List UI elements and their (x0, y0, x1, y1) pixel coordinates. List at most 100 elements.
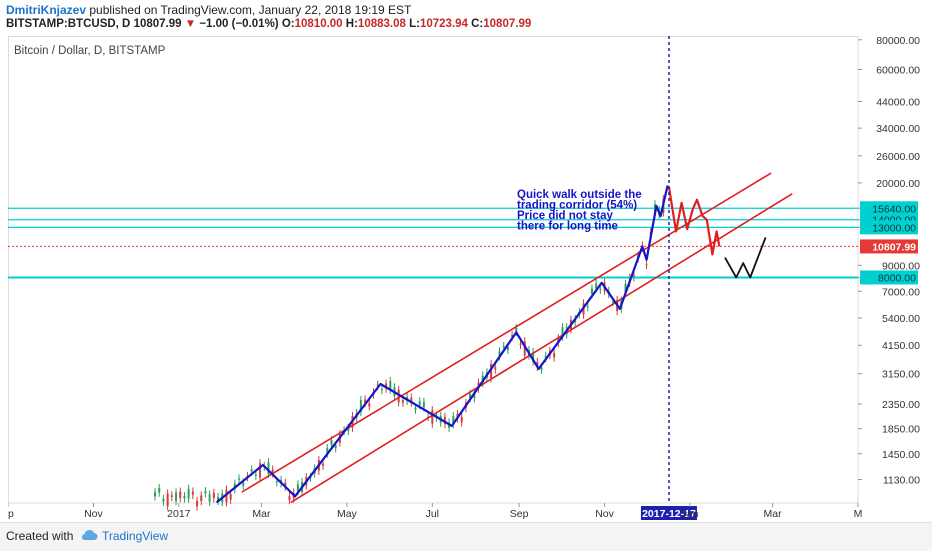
candle-body (422, 402, 425, 408)
candle-body (544, 355, 547, 358)
candle-body (540, 367, 543, 370)
candle-body (204, 491, 207, 494)
candle-body (170, 495, 173, 497)
grid: Bitcoin / Dollar, D, BITSTAMP (8, 36, 859, 504)
y-tick-label: 60000.00 (876, 64, 920, 76)
chart-area[interactable]: Bitcoin / Dollar, D, BITSTAMP 15640.00 14… (2, 35, 924, 521)
candle-body (490, 364, 493, 379)
candle-body (217, 496, 220, 501)
y-tick-label: 80000.00 (876, 36, 920, 47)
candle-body (532, 351, 535, 362)
last-price-label: 10807.99 (872, 241, 916, 253)
y-tick-label: 3150.00 (882, 369, 920, 381)
open-label: O: (281, 18, 295, 30)
y-tick-label: 34000.00 (876, 123, 920, 135)
candle-body (334, 445, 337, 449)
candle-body (553, 353, 556, 358)
candle-body (536, 361, 539, 367)
last-price: 10807.99 (133, 18, 182, 30)
channel-lower-line (290, 193, 793, 504)
x-tick-label: M (854, 508, 863, 520)
low-label: L: (409, 18, 420, 30)
candle-body (271, 469, 274, 474)
header-bar: DmitriKnjazev published on TradingView.c… (0, 0, 932, 36)
candle-body (502, 345, 505, 348)
candle-body (590, 288, 593, 294)
publish-info: published on TradingView.com, January 22… (89, 3, 412, 17)
candle-body (511, 335, 514, 337)
candle-body (397, 389, 400, 403)
candle-body (196, 500, 199, 507)
candle-body (452, 416, 455, 425)
annotation-line: trading corridor (54%) (517, 200, 637, 212)
down-arrow-icon: ▼ (184, 18, 197, 30)
x-tick-label: Mar (252, 508, 271, 520)
candle-body (359, 399, 362, 412)
chart-title: Bitcoin / Dollar, D, BITSTAMP (14, 45, 166, 57)
candle-body (368, 403, 371, 407)
footer: Created with TradingView (0, 522, 932, 551)
author-name[interactable]: DmitriKnjazev (6, 3, 87, 17)
candle-body (200, 495, 203, 502)
candle-body (473, 392, 476, 399)
candle-body (212, 492, 215, 499)
high-value: 10883.08 (357, 18, 406, 30)
publisher-line: DmitriKnjazev published on TradingView.c… (6, 3, 411, 17)
candle-body (515, 328, 518, 332)
candle-body (250, 469, 253, 472)
crosshair-badge (640, 506, 697, 520)
level-label: 13000.00 (872, 222, 916, 234)
tradingview-brand[interactable]: TradingView (102, 529, 169, 543)
level-label: 15640.00 (872, 203, 916, 215)
y-tick-label: 1450.00 (882, 449, 920, 461)
annotation-line: Price did not stay (517, 210, 613, 222)
candle-body (296, 484, 299, 491)
crosshair-date-label: 2017-12-17 (642, 508, 696, 520)
candle-body (519, 343, 522, 345)
candle-body (624, 283, 627, 294)
x-tick-label: ep (8, 508, 14, 520)
candle-body (523, 341, 526, 356)
candle-body (498, 351, 501, 357)
close-value: 10807.99 (483, 18, 532, 30)
axes: ep Nov 2017 Mar May Jul Sep Nov Jan Mar M 80000.00 6… (2, 35, 920, 520)
level-badge (860, 201, 918, 216)
channel-upper-line (241, 172, 772, 493)
x-tick-label: Nov (595, 508, 614, 520)
plot-border (8, 36, 859, 504)
y-tick-label: 1850.00 (882, 424, 920, 436)
candle-body (229, 493, 232, 500)
candle-body (645, 264, 648, 266)
candle-body (443, 416, 446, 425)
candle-body (162, 498, 165, 502)
crosshair: 2017-12-17 (640, 36, 697, 520)
high-label: H: (345, 18, 358, 30)
x-tick-label: Jan (681, 508, 698, 520)
symbol-label: BITSTAMP:BTCUSD, D (6, 18, 131, 30)
candle-body (380, 389, 383, 391)
y-tick-label: 4150.00 (882, 340, 920, 352)
candle-body (288, 496, 291, 501)
candle-body (330, 440, 333, 445)
y-tick-label: 26000.00 (876, 151, 920, 163)
candle-body (238, 478, 241, 480)
channel-lines (241, 172, 793, 504)
analysis-paths (215, 185, 767, 504)
candle-body (632, 275, 635, 278)
candle-body (611, 301, 614, 303)
candle-body (191, 491, 194, 495)
candle-body (183, 496, 186, 499)
tradingview-cloud-icon (81, 530, 98, 540)
price-chart[interactable]: Bitcoin / Dollar, D, BITSTAMP 15640.00 14… (2, 35, 924, 521)
forecast-path (724, 237, 767, 279)
candle-body (259, 463, 262, 478)
annotation-line: Quick walk outside the (517, 189, 642, 201)
candle-body (267, 462, 270, 474)
created-with-label: Created with (6, 529, 74, 543)
candle-body (347, 427, 350, 431)
candle-body (322, 463, 325, 466)
candle-body (225, 489, 228, 503)
level-badge (860, 220, 918, 235)
candle-body (414, 407, 417, 410)
